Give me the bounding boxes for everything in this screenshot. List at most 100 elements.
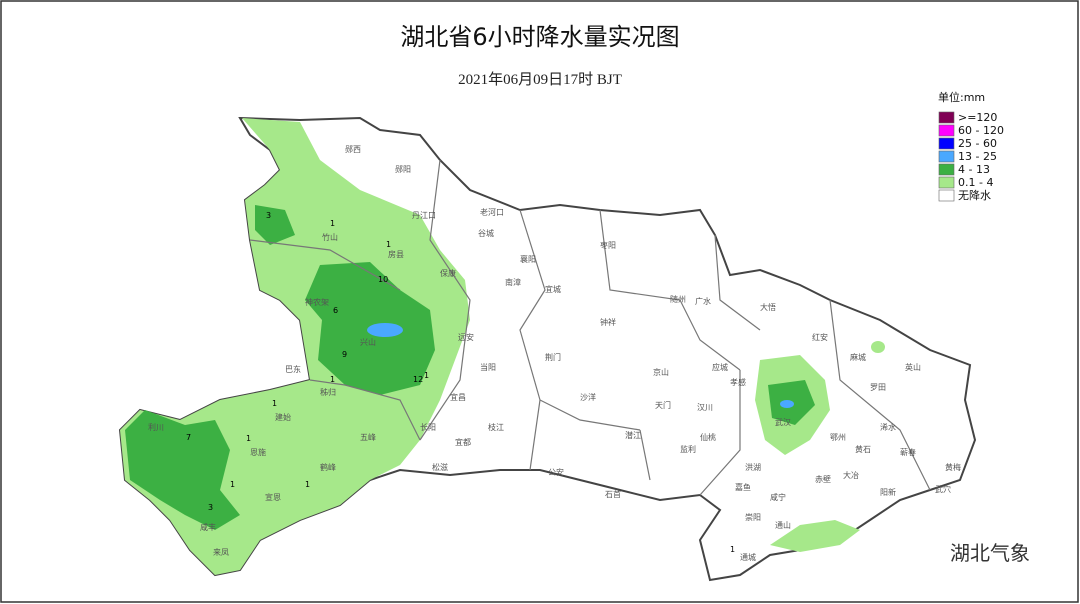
place-label: 秭归 <box>320 387 336 397</box>
place-label: 沙洋 <box>580 392 596 402</box>
legend-label: 25 - 60 <box>958 137 997 150</box>
watermark: 湖北气象 <box>950 541 1030 565</box>
place-label: 襄阳 <box>520 254 536 264</box>
legend-swatch <box>938 124 955 137</box>
rain-amount: 1 <box>424 371 429 380</box>
rain-amount: 6 <box>333 306 338 315</box>
place-label: 黄梅 <box>945 462 961 472</box>
place-label: 郧西 <box>345 145 361 154</box>
legend-swatch <box>938 163 955 176</box>
light-rain-spot <box>871 341 885 353</box>
legend-swatch <box>938 176 955 189</box>
place-label: 赤壁 <box>815 474 831 484</box>
legend-label: 无降水 <box>958 188 991 202</box>
legend-label: 4 - 13 <box>958 163 990 176</box>
place-label: 老河口 <box>480 207 504 217</box>
place-label: 阳新 <box>880 487 896 497</box>
place-label: 荆门 <box>545 352 561 362</box>
place-label: 兴山 <box>360 337 376 347</box>
legend-unit: 单位:mm <box>938 90 985 104</box>
place-label: 通城 <box>740 552 756 562</box>
place-label: 仙桃 <box>700 432 716 442</box>
place-label: 咸丰 <box>200 522 216 532</box>
place-label: 石首 <box>605 489 621 499</box>
place-label: 黄石 <box>855 444 871 454</box>
place-label: 竹山 <box>322 232 338 242</box>
place-label: 房县 <box>388 249 404 259</box>
place-label: 建始 <box>275 412 291 422</box>
place-label: 钟祥 <box>600 317 616 327</box>
heavy-rain-spot <box>367 323 403 337</box>
place-label: 通山 <box>775 520 791 530</box>
legend-swatch <box>938 137 955 150</box>
light-rain-area <box>770 520 860 552</box>
place-label: 武穴 <box>935 484 951 494</box>
place-label: 大悟 <box>760 302 776 312</box>
place-label: 咸宁 <box>770 492 786 502</box>
place-label: 麻城 <box>850 352 866 362</box>
place-label: 长阳 <box>420 422 436 432</box>
place-label: 丹江口 <box>412 211 436 220</box>
place-label: 武汉 <box>775 417 791 427</box>
place-label: 洪湖 <box>745 462 761 472</box>
place-label: 利川 <box>148 422 164 432</box>
place-label: 应城 <box>712 362 728 372</box>
place-label: 恩施 <box>250 447 266 457</box>
place-label: 京山 <box>653 367 669 377</box>
moderate-rain-area <box>255 205 295 245</box>
place-label: 南漳 <box>505 277 521 287</box>
place-label: 大冶 <box>843 470 859 480</box>
legend-swatch <box>938 150 955 163</box>
place-label: 远安 <box>458 332 474 342</box>
rain-amount: 3 <box>266 211 271 220</box>
place-label: 郧阳 <box>395 165 411 174</box>
legend-label: >=120 <box>958 111 997 124</box>
rain-amount: 1 <box>330 219 335 228</box>
place-label: 监利 <box>680 444 696 454</box>
rain-amount: 1 <box>305 480 310 489</box>
rain-amount: 7 <box>186 433 191 442</box>
place-label: 宜昌 <box>450 392 466 402</box>
place-label: 罗田 <box>870 383 886 392</box>
rain-amount: 1 <box>730 545 735 554</box>
legend-swatch <box>938 189 955 202</box>
place-label: 潜江 <box>625 430 641 440</box>
map-title: 湖北省6小时降水量实况图 <box>400 23 679 51</box>
province-map <box>118 116 977 582</box>
place-label: 五峰 <box>360 432 376 442</box>
rain-amount: 1 <box>272 399 277 408</box>
map-subtitle: 2021年06月09日17时 BJT <box>458 71 622 88</box>
rain-amount: 1 <box>246 434 251 443</box>
rain-amount: 1 <box>330 375 335 384</box>
place-label: 谷城 <box>478 229 494 238</box>
place-label: 浠水 <box>880 422 896 432</box>
rain-amount: 12 <box>413 375 423 384</box>
legend-swatch <box>938 111 955 124</box>
place-label: 枣阳 <box>600 240 616 250</box>
rain-amount: 1 <box>230 480 235 489</box>
place-label: 汉川 <box>697 403 713 412</box>
place-label: 随州 <box>670 294 686 304</box>
place-label: 嘉鱼 <box>735 482 751 492</box>
place-label: 天门 <box>655 400 671 410</box>
place-label: 神农架 <box>305 297 329 307</box>
place-label: 广水 <box>695 296 711 306</box>
place-label: 崇阳 <box>745 513 761 522</box>
place-label: 当阳 <box>480 362 496 372</box>
legend-label: 60 - 120 <box>958 124 1004 137</box>
place-label: 蕲春 <box>900 447 916 457</box>
rain-amount: 1 <box>386 240 391 249</box>
place-label: 鄂州 <box>830 433 846 442</box>
place-label: 鹤峰 <box>320 462 336 472</box>
rain-amount: 9 <box>342 350 347 359</box>
heavy-rain-spot <box>780 400 794 408</box>
place-label: 巴东 <box>285 364 301 374</box>
place-label: 宜城 <box>545 284 561 294</box>
place-label: 公安 <box>548 467 564 477</box>
legend-label: 13 - 25 <box>958 150 997 163</box>
place-label: 枝江 <box>488 422 504 432</box>
place-label: 松滋 <box>432 462 448 472</box>
place-label: 英山 <box>905 362 921 372</box>
